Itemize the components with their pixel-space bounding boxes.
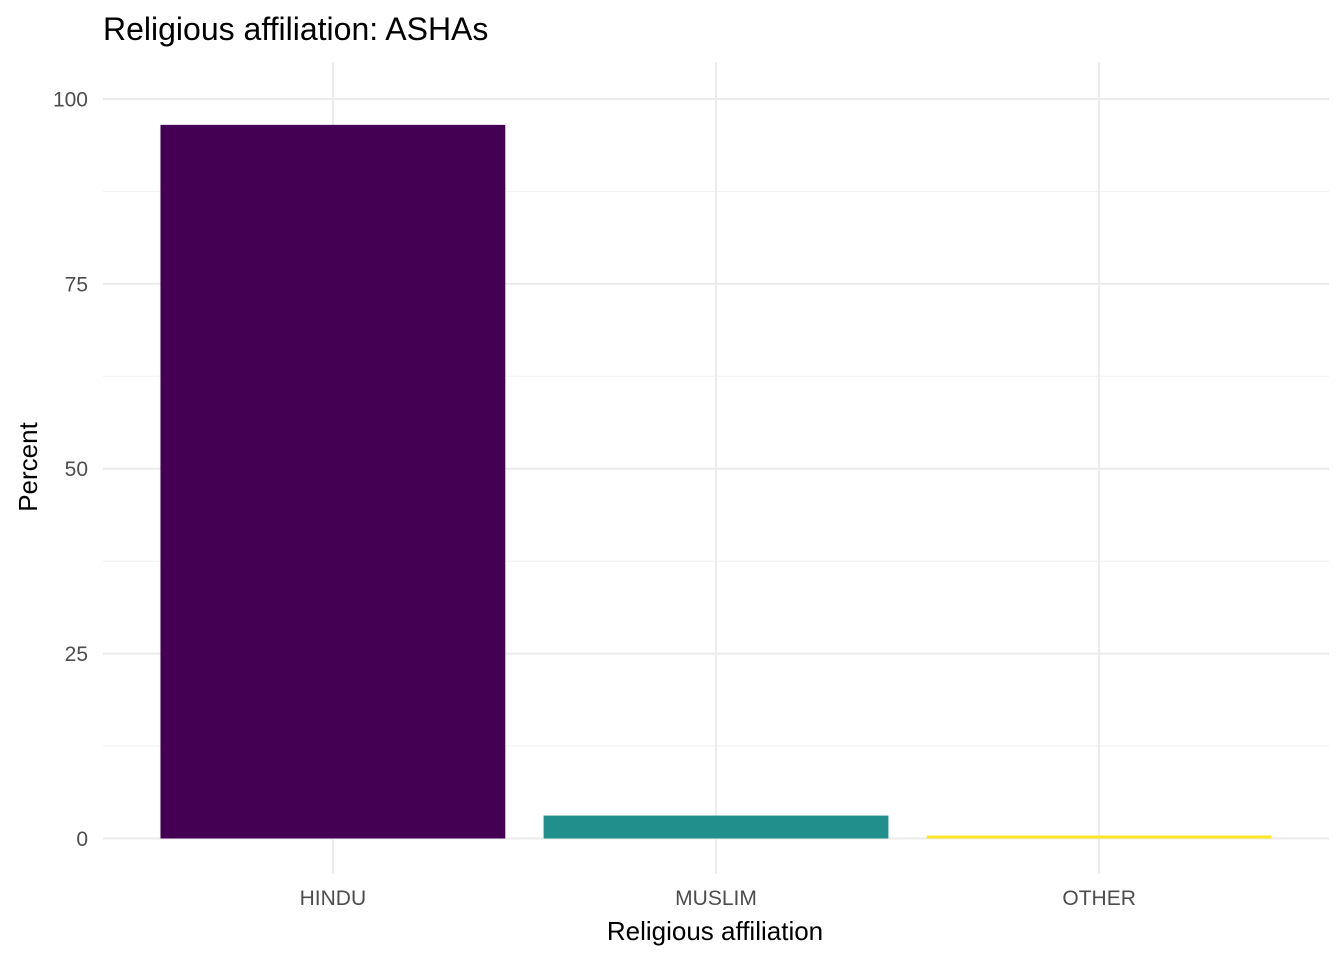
bar-hindu	[160, 124, 506, 839]
chart-title: Religious affiliation: ASHAs	[103, 11, 488, 47]
x-axis-title: Religious affiliation	[607, 916, 823, 946]
x-tick-label: OTHER	[1062, 887, 1136, 910]
y-axis-tick-labels: 0 25 50 75 100	[53, 88, 88, 851]
bars	[160, 124, 1272, 839]
x-axis-tick-labels: HINDU MUSLIM OTHER	[300, 887, 1136, 910]
y-tick-label: 100	[53, 88, 88, 111]
y-axis-title: Percent	[13, 421, 43, 511]
y-tick-label: 50	[65, 458, 88, 481]
y-tick-label: 75	[65, 273, 88, 296]
x-tick-label: MUSLIM	[675, 887, 757, 910]
y-tick-label: 0	[76, 828, 88, 851]
bar-other	[926, 835, 1272, 839]
y-tick-label: 25	[65, 643, 88, 666]
bar-muslim	[543, 815, 889, 839]
x-tick-label: HINDU	[300, 887, 367, 910]
